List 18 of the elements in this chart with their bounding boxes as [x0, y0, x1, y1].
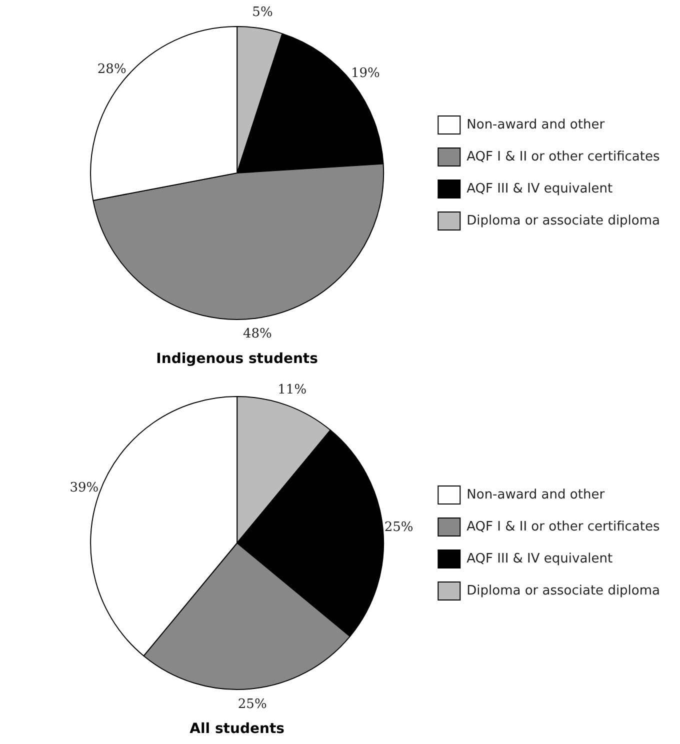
text: All students	[190, 721, 284, 738]
legend-label: AQF III & IV equivalent	[466, 551, 613, 566]
legend-label: AQF I & II or other certificates	[466, 519, 660, 534]
data-label: 25%	[238, 697, 267, 712]
data-label: 11%	[278, 382, 307, 398]
data-label: 5%	[252, 4, 273, 20]
data-label: 28%	[97, 62, 126, 77]
data-label: 19%	[351, 66, 380, 81]
legend-label: Non-award and other	[466, 117, 606, 132]
legend-label: Non-award and other	[466, 487, 606, 502]
data-label: 25%	[384, 520, 414, 536]
legend-label: AQF III & IV equivalent	[466, 181, 613, 196]
data-label: 39%	[70, 480, 99, 496]
data-label: 48%	[242, 326, 272, 342]
legend-label: Diploma or associate diploma	[466, 583, 660, 598]
text: Indigenous students	[156, 351, 318, 368]
legend-label: Diploma or associate diploma	[466, 213, 660, 228]
legend-label: AQF I & II or other certificates	[466, 149, 660, 164]
